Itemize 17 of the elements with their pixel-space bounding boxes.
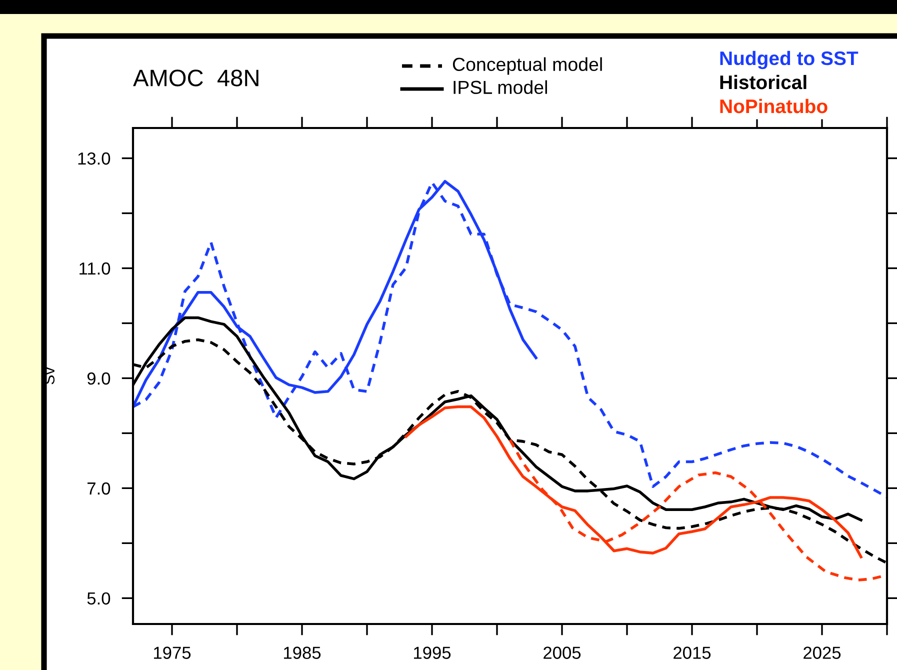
y-tick-label: 11.0: [80, 262, 110, 275]
x-tick-label: 1975: [154, 646, 191, 659]
y-tick-label: 5.0: [87, 592, 110, 605]
x-tick-label: 2005: [544, 646, 581, 659]
x-tick-label: 1985: [284, 646, 321, 659]
chart-title: AMOC 48N: [133, 70, 258, 86]
x-tick-label: 2025: [804, 646, 841, 659]
y-tick-label: 9.0: [87, 372, 110, 385]
text: NoPinatubo: [720, 98, 828, 114]
x-tick-label: 2015: [674, 646, 711, 659]
text: IPSL model: [454, 80, 547, 94]
text: Conceptual model: [452, 57, 602, 75]
y-tick-label: 7.0: [88, 482, 110, 495]
y-tick-label: 13.0: [78, 152, 110, 165]
text: Historical: [720, 74, 806, 90]
x-tick-label: 1995: [414, 646, 451, 659]
text: Nudged to SST: [720, 50, 858, 70]
